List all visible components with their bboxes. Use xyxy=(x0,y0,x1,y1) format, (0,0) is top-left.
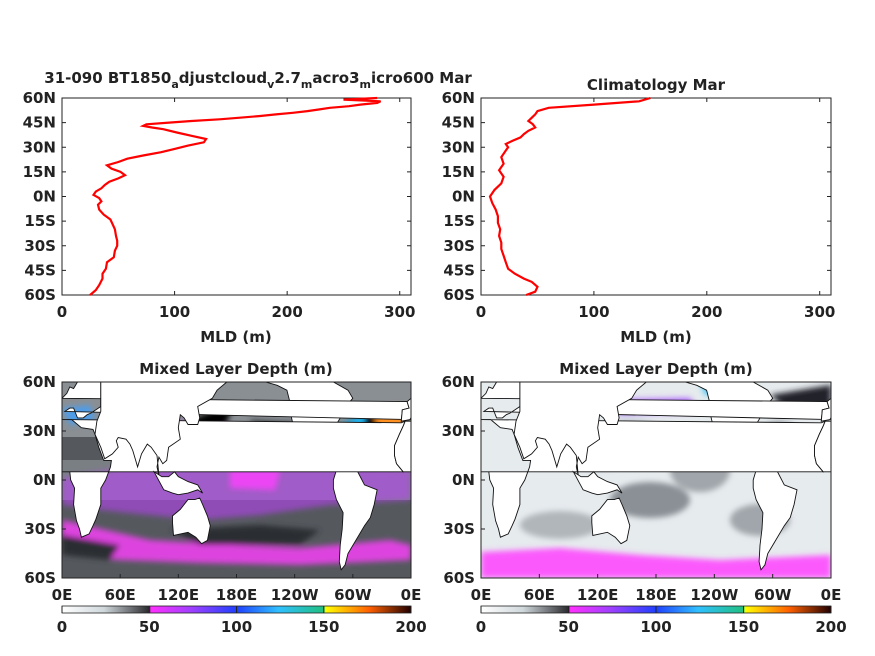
y-tick-label: 30N xyxy=(442,422,475,440)
y-tick-label: 15N xyxy=(23,163,56,181)
panel-3-title: Mixed Layer Depth (m) xyxy=(139,360,332,378)
y-tick-label: 30S xyxy=(24,520,56,538)
panel-2-title: Climatology Mar xyxy=(587,76,726,94)
x-tick-label: 300 xyxy=(804,303,835,321)
x-tick-label: 180E xyxy=(635,586,677,604)
y-tick-label: 60N xyxy=(23,373,56,391)
colorbar-tick-label: 100 xyxy=(221,618,252,636)
colorbar-right: 0 50 100 150 200 xyxy=(476,605,847,636)
land-australia xyxy=(591,497,631,545)
x-tick-label: 120W xyxy=(690,586,738,604)
colorbar-tick-label: 0 xyxy=(57,618,67,636)
colorbar-left: 0 50 100 150 200 xyxy=(57,605,427,636)
y-tick-label: 60N xyxy=(442,89,475,107)
y-tick-label: 60N xyxy=(23,89,56,107)
y-tick-label: 60S xyxy=(443,569,475,587)
land-samerica xyxy=(332,461,378,571)
mld-map-model: Mixed Layer Depth (m) xyxy=(23,360,422,604)
land-greenland xyxy=(351,382,369,383)
y-tick-label: 30N xyxy=(442,138,475,156)
x-tick-label: 200 xyxy=(691,303,722,321)
profile-panel-model: 31-090 BT1850adjustcloudv2.7macro3micro6… xyxy=(23,69,473,346)
x-tick-label: 300 xyxy=(384,303,415,321)
x-axis-label: MLD (m) xyxy=(200,328,272,346)
colorbar-tick-label: 50 xyxy=(139,618,160,636)
y-tick-label: 15S xyxy=(443,212,475,230)
x-tick-label: 0E xyxy=(471,586,492,604)
x-tick-label: 100 xyxy=(578,303,609,321)
colorbar-tick-label: 200 xyxy=(395,618,426,636)
colorbar-tick-label: 0 xyxy=(476,618,486,636)
x-tick-label: 0 xyxy=(57,303,67,321)
x-tick-label: 60W xyxy=(754,586,792,604)
y-tick-label: 45N xyxy=(23,114,56,132)
y-tick-label: 60S xyxy=(24,286,56,304)
panel-4-title: Mixed Layer Depth (m) xyxy=(559,360,752,378)
plot-area xyxy=(480,97,832,296)
y-tick-label: 15N xyxy=(442,163,475,181)
y-tick-label: 15S xyxy=(24,212,56,230)
colorbar-tick-label: 100 xyxy=(640,618,671,636)
x-tick-label: 0 xyxy=(476,303,486,321)
colorbar-tick-label: 50 xyxy=(558,618,579,636)
x-tick-label: 0E xyxy=(401,586,422,604)
x-tick-label: 100 xyxy=(159,303,190,321)
y-tick-label: 30N xyxy=(23,138,56,156)
y-tick-label: 30S xyxy=(443,520,475,538)
land-africa-wrap xyxy=(394,419,411,473)
y-tick-label: 0N xyxy=(452,471,475,489)
land-greenland xyxy=(771,382,789,383)
y-tick-label: 30S xyxy=(443,237,475,255)
land-africa-wrap xyxy=(814,419,831,473)
colorbar-tick-label: 150 xyxy=(728,618,759,636)
y-tick-label: 30S xyxy=(24,237,56,255)
colorbar-tick-label: 200 xyxy=(815,618,846,636)
y-tick-label: 60S xyxy=(443,286,475,304)
x-tick-label: 180E xyxy=(216,586,258,604)
y-tick-label: 45S xyxy=(443,261,475,279)
x-tick-label: 120E xyxy=(158,586,200,604)
x-tick-label: 0E xyxy=(821,586,842,604)
x-tick-label: 120W xyxy=(271,586,319,604)
series-line xyxy=(488,96,651,297)
x-tick-label: 60E xyxy=(524,586,555,604)
mld-map-climatology: Mixed Layer Depth (m) 0E 60E 120E 180E 120W 6… xyxy=(442,360,842,604)
x-tick-label: 120E xyxy=(577,586,619,604)
colorbar-tick-label: 150 xyxy=(308,618,339,636)
plot-area xyxy=(61,97,412,296)
y-tick-label: 0N xyxy=(33,188,56,206)
land-europe-wrap xyxy=(400,397,411,422)
land-indonesia xyxy=(152,470,203,496)
panel-1-title: 31-090 BT1850adjustcloudv2.7macro3micro6… xyxy=(44,69,472,91)
x-axis-label: MLD (m) xyxy=(620,328,692,346)
land-indonesia xyxy=(572,470,623,496)
y-tick-label: 45N xyxy=(442,114,475,132)
y-tick-label: 45S xyxy=(24,261,56,279)
series-line xyxy=(89,96,382,296)
y-tick-label: 0N xyxy=(33,471,56,489)
x-tick-label: 0E xyxy=(52,586,73,604)
land-samerica xyxy=(752,461,798,571)
y-tick-label: 0N xyxy=(452,188,475,206)
land-australia xyxy=(172,497,211,545)
profile-panel-climatology: Climatology Mar 0 100 200 300 60N 45N 30N 15N 0N… xyxy=(442,76,836,346)
y-tick-label: 30N xyxy=(23,422,56,440)
x-tick-label: 60E xyxy=(105,586,136,604)
x-tick-label: 60W xyxy=(334,586,372,604)
x-tick-label: 200 xyxy=(272,303,303,321)
y-tick-label: 60N xyxy=(442,373,475,391)
y-tick-label: 60S xyxy=(24,569,56,587)
land-europe-wrap xyxy=(820,397,831,422)
